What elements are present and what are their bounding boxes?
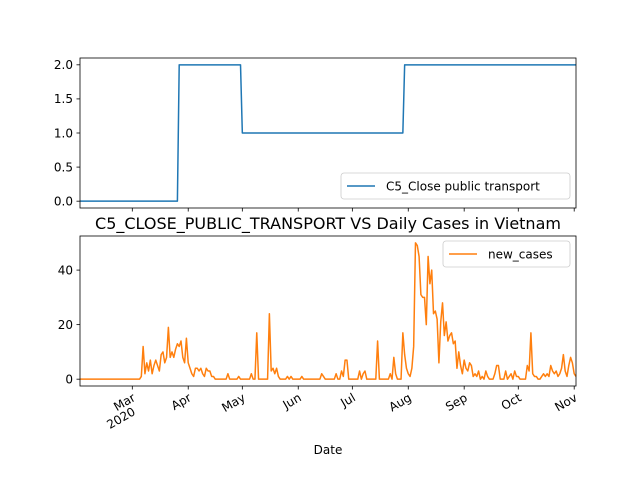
y-tick-label: 40 — [58, 263, 73, 277]
x-tick-label: Oct — [499, 390, 524, 413]
y-tick-label: 1.5 — [54, 92, 73, 106]
x-tick-label: Nov — [552, 390, 579, 414]
chart-title: C5_CLOSE_PUBLIC_TRANSPORT VS Daily Cases… — [95, 214, 561, 234]
y-tick-label: 1.0 — [54, 126, 73, 140]
y-tick-label: 0.5 — [54, 160, 73, 174]
y-tick-label: 0 — [65, 372, 73, 386]
x-tick-label: May — [219, 390, 247, 415]
x-axis-label: Date — [314, 443, 343, 457]
series-line-c5 — [80, 64, 576, 202]
x-tick-label: Sep — [443, 390, 470, 413]
legend-label: C5_Close public transport — [386, 180, 540, 194]
x-tick-label: Jun — [280, 390, 304, 412]
x-tick-label: Jul — [337, 390, 357, 410]
y-tick-label: 20 — [58, 318, 73, 332]
legend-frame — [340, 172, 571, 200]
legend-label: new_cases — [488, 248, 553, 262]
legend-bottom: new_cases — [442, 240, 571, 268]
top-axes: 0.0 0.5 1.0 1.5 2.0 C5_Close public transport — [54, 57, 577, 212]
y-tick-label: 2.0 — [54, 58, 73, 72]
x-tick-label: Apr — [169, 390, 194, 413]
series-line-new-cases — [80, 242, 577, 380]
legend-top: C5_Close public transport — [340, 172, 571, 200]
bottom-axes-frame — [79, 235, 577, 387]
x-tick-label: Aug — [386, 390, 413, 414]
legend-frame — [442, 240, 571, 268]
y-tick-label: 0.0 — [54, 194, 73, 208]
